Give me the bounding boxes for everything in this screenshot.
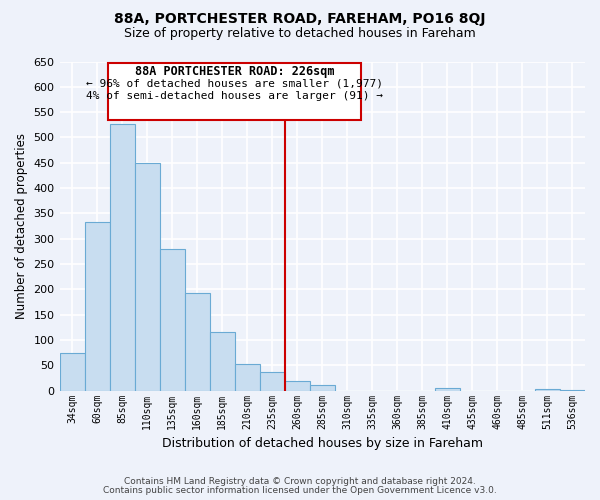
- X-axis label: Distribution of detached houses by size in Fareham: Distribution of detached houses by size …: [162, 437, 483, 450]
- Bar: [160, 249, 185, 390]
- Text: ← 96% of detached houses are smaller (1,977): ← 96% of detached houses are smaller (1,…: [86, 78, 383, 88]
- Bar: [59, 352, 85, 391]
- Bar: [285, 380, 310, 390]
- Text: Contains public sector information licensed under the Open Government Licence v3: Contains public sector information licen…: [103, 486, 497, 495]
- Bar: [435, 388, 460, 390]
- Bar: [85, 222, 110, 390]
- Text: 88A, PORTCHESTER ROAD, FAREHAM, PO16 8QJ: 88A, PORTCHESTER ROAD, FAREHAM, PO16 8QJ: [114, 12, 486, 26]
- Bar: [185, 294, 209, 390]
- Y-axis label: Number of detached properties: Number of detached properties: [15, 133, 28, 319]
- Bar: [310, 384, 335, 390]
- Text: Size of property relative to detached houses in Fareham: Size of property relative to detached ho…: [124, 28, 476, 40]
- Bar: [535, 389, 560, 390]
- Bar: [209, 332, 235, 390]
- Bar: [134, 163, 160, 390]
- Bar: [260, 372, 285, 390]
- Text: 4% of semi-detached houses are larger (91) →: 4% of semi-detached houses are larger (9…: [86, 92, 383, 102]
- Text: Contains HM Land Registry data © Crown copyright and database right 2024.: Contains HM Land Registry data © Crown c…: [124, 477, 476, 486]
- Bar: [110, 124, 134, 390]
- Bar: [235, 364, 260, 390]
- Text: 88A PORTCHESTER ROAD: 226sqm: 88A PORTCHESTER ROAD: 226sqm: [135, 65, 334, 78]
- FancyBboxPatch shape: [109, 62, 361, 120]
